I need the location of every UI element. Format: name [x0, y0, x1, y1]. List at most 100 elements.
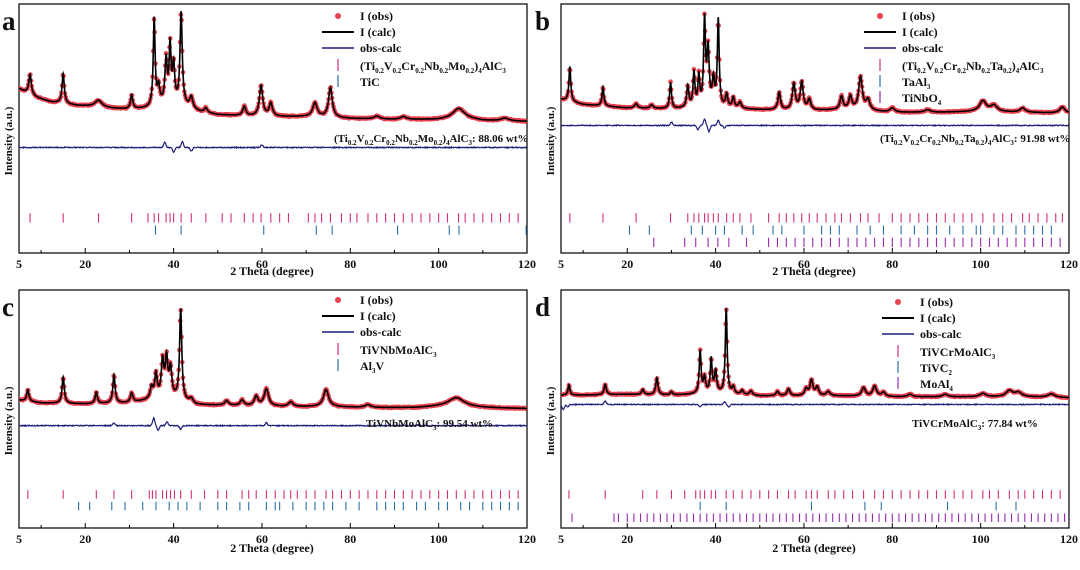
bragg-ticks-row-2	[78, 501, 519, 511]
panel-b: 5 20 40 60 80 100 120 2 Theta (degree) Intensity…	[535, 3, 1078, 278]
x-tick-label: 60	[798, 257, 810, 271]
legend-phase-label: TiVCrMoAlC3	[920, 345, 996, 361]
x-tick-label: 5	[558, 257, 564, 271]
legend: I (obs) I (calc) obs-calc (Ti0.2V0.2Cr0.2Nb…	[322, 9, 506, 89]
observed-points	[19, 307, 527, 412]
phase-fraction-annotation: (Ti0.2V0.2Cr0.2Nb0.2Ta0.2)4AlC3: 91.98 w…	[880, 133, 1070, 147]
x-tick-label: 40	[710, 257, 722, 271]
phase-fraction-annotation: (Ti0.2V0.2Cr0.2Nb0.2Mo0.2)4AlC3: 88.06 w…	[334, 133, 529, 147]
y-axis-label: Intensity (a.u.)	[545, 386, 557, 455]
obs-point	[163, 51, 169, 56]
panel-d: 5 20 40 60 80 100 120 2 Theta (degree) Intensity…	[535, 289, 1078, 555]
bragg-ticks-row-3	[653, 237, 1061, 247]
panel-letter: a	[2, 6, 16, 36]
y-axis-label: Intensity (a.u.)	[3, 386, 15, 455]
legend-calc-label: I (calc)	[360, 25, 396, 39]
legend-obs-label: I (obs)	[920, 295, 953, 309]
legend-phase-label: Al3V	[360, 359, 385, 375]
calc-curve	[19, 308, 527, 410]
calc-curve	[19, 11, 527, 122]
bragg-ticks-row-1	[569, 213, 1063, 223]
legend-obs-marker	[895, 299, 901, 305]
diff-curve	[19, 416, 527, 432]
bragg-ticks-row-1	[27, 490, 519, 499]
legend-diff-label: obs-calc	[920, 327, 962, 341]
x-tick-label: 120	[518, 532, 536, 546]
legend-calc-label: I (calc)	[360, 309, 396, 323]
x-tick-label: 20	[79, 257, 91, 271]
x-tick-label: 100	[430, 257, 448, 271]
legend-phase-label: TiVNbMoAlC3	[360, 343, 437, 359]
legend: I (obs) I (calc) obs-calc TiVCrMoAlC3TiVC2M…	[882, 295, 996, 393]
panel-letter: c	[2, 292, 14, 322]
plot-frame	[560, 289, 1070, 529]
x-tick-label: 120	[1060, 257, 1078, 271]
phase-fraction-annotation: TiVNbMoAlC3: 99.54 wt%	[366, 418, 493, 432]
x-axis-label: 2 Theta (degree)	[230, 264, 314, 278]
legend-phase-label: (Ti0.2V0.2Cr0.2Nb0.2Ta0.2)4AlC3	[902, 59, 1044, 75]
y-axis-label: Intensity (a.u.)	[545, 106, 557, 175]
legend-phase-label: TaAl3	[902, 75, 931, 91]
panel-letter: d	[535, 292, 550, 322]
x-axis-label: 2 Theta (degree)	[230, 541, 314, 555]
x-tick-label: 100	[972, 257, 990, 271]
legend-phase-label: TiNbO4	[902, 91, 942, 107]
y-axis-label: Intensity (a.u.)	[3, 106, 15, 175]
legend-phase-label: TiVC2	[920, 361, 952, 377]
legend-diff-label: obs-calc	[902, 41, 944, 55]
plot-frame	[18, 289, 528, 529]
panel-letter: b	[535, 6, 550, 36]
x-tick-label: 5	[16, 257, 22, 271]
x-tick-label: 80	[886, 257, 898, 271]
bragg-ticks-row-1	[29, 213, 519, 223]
calc-curve	[561, 12, 1069, 114]
legend-diff-label: obs-calc	[360, 41, 402, 55]
x-tick-label: 80	[344, 532, 356, 546]
panel-a: 5 20 40 60 80 100 120 2 Theta (degree) Intensity…	[2, 3, 536, 278]
x-tick-label: 20	[79, 532, 91, 546]
diff-curve	[561, 399, 1069, 411]
x-tick-label: 100	[430, 532, 448, 546]
diff-curve	[19, 140, 527, 154]
x-tick-label: 60	[256, 257, 268, 271]
plot-frame	[18, 3, 528, 254]
legend-diff-label: obs-calc	[360, 325, 402, 339]
x-tick-label: 40	[710, 532, 722, 546]
plot-frame	[560, 3, 1070, 254]
obs-point	[691, 66, 697, 72]
legend-obs-label: I (obs)	[360, 9, 393, 23]
x-axis-label: 2 Theta (degree)	[772, 541, 856, 555]
bragg-ticks-row-2	[154, 225, 527, 235]
legend-phase-label: MoAl4	[920, 377, 953, 393]
x-tick-label: 100	[972, 532, 990, 546]
panel-c: 5 20 40 60 80 100 120 2 Theta (degree) Intensity…	[2, 289, 536, 555]
x-tick-label: 80	[886, 532, 898, 546]
legend-phase-label: (Ti0.2V0.2Cr0.2Nb0.2Mo0.2)4AlC3	[360, 59, 506, 75]
obs-point	[668, 79, 673, 84]
legend-obs-label: I (obs)	[360, 293, 393, 307]
x-tick-label: 40	[168, 532, 180, 546]
bragg-ticks-row-2	[699, 501, 1017, 511]
legend-obs-marker	[335, 297, 341, 303]
legend-obs-marker	[877, 13, 883, 19]
x-tick-label: 20	[621, 257, 633, 271]
x-tick-label: 5	[558, 532, 564, 546]
diff-curve	[561, 118, 1069, 134]
x-tick-label: 60	[256, 532, 268, 546]
x-tick-label: 120	[1060, 532, 1078, 546]
x-tick-label: 60	[798, 532, 810, 546]
x-tick-label: 40	[168, 257, 180, 271]
x-tick-label: 5	[16, 532, 22, 546]
legend: I (obs) I (calc) obs-calc (Ti0.2V0.2Cr0.2Nb…	[864, 9, 1044, 107]
obs-point	[696, 68, 702, 74]
x-tick-label: 20	[621, 532, 633, 546]
bragg-ticks-row-1	[568, 490, 1061, 499]
calc-curve	[561, 308, 1069, 399]
legend-obs-label: I (obs)	[902, 9, 935, 23]
legend-calc-label: I (calc)	[902, 25, 938, 39]
x-axis-label: 2 Theta (degree)	[772, 264, 856, 278]
x-tick-label: 80	[344, 257, 356, 271]
legend-phase-label: TiC	[360, 75, 380, 89]
